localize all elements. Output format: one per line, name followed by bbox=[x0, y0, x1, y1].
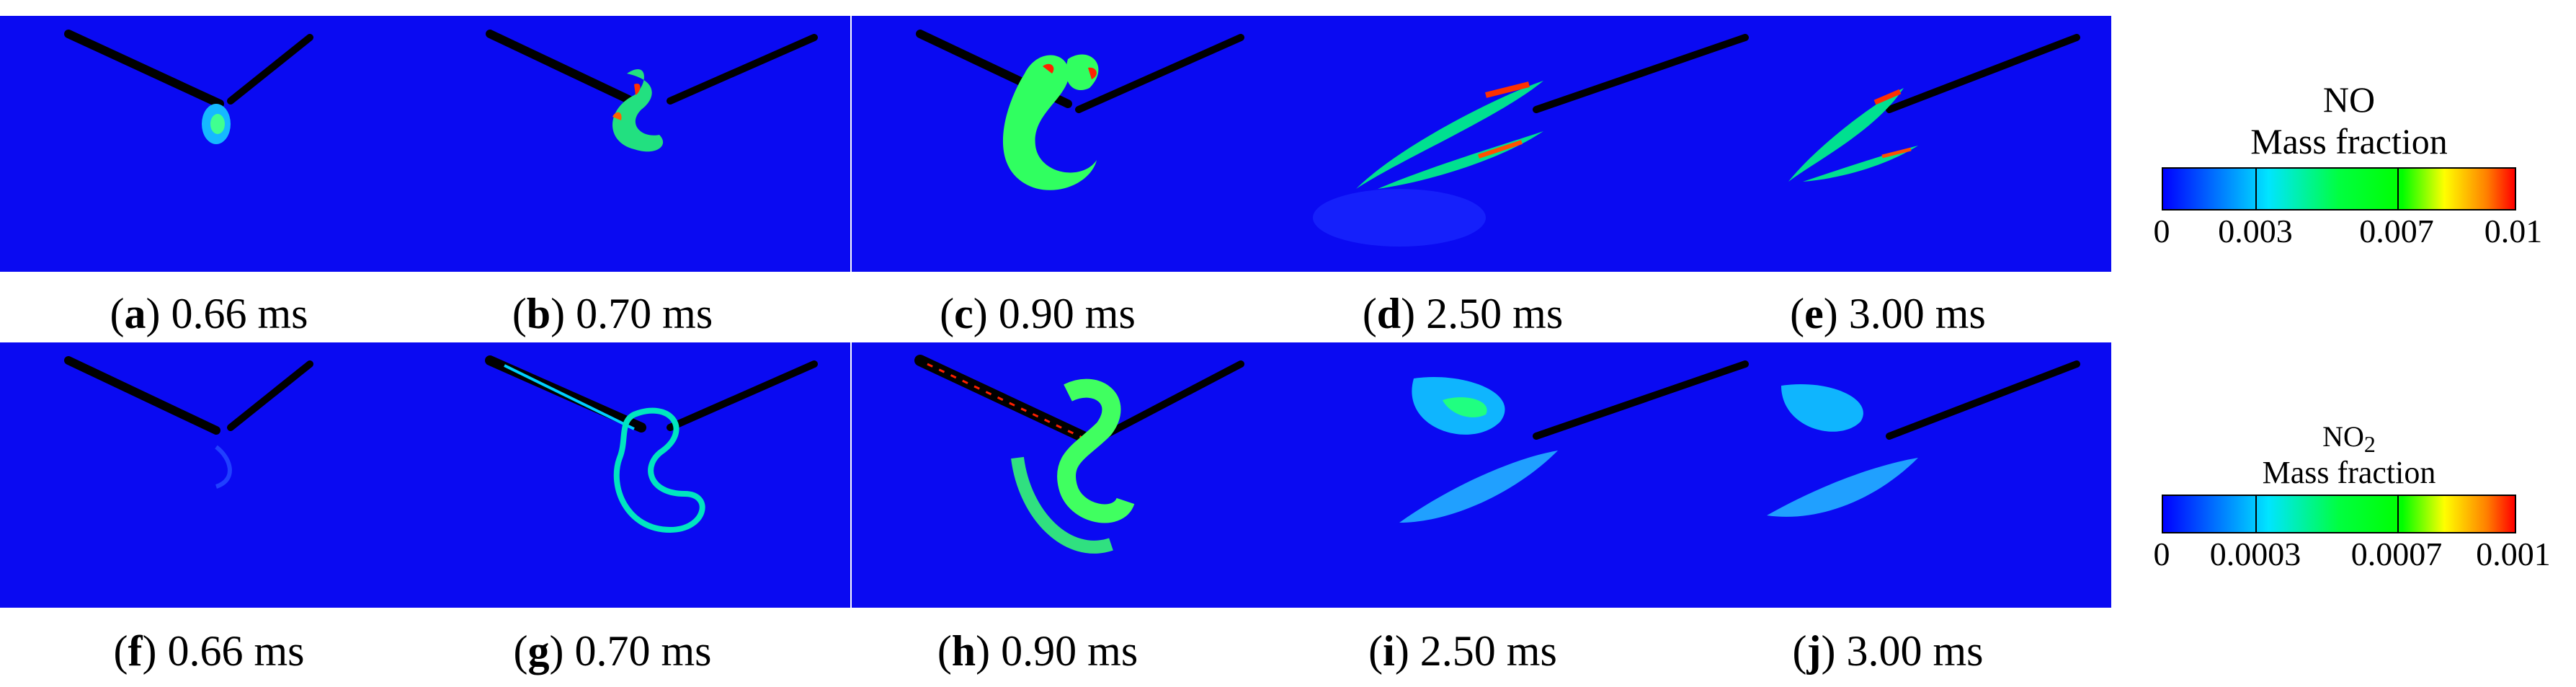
tick-label: 0.0003 bbox=[2209, 536, 2301, 572]
caption-time: 0.70 ms bbox=[576, 290, 713, 337]
caption-f: (f) 0.66 ms bbox=[113, 627, 305, 675]
colorbar-tick bbox=[2397, 169, 2399, 209]
colorbar bbox=[2162, 495, 2516, 533]
tick-label: 0.0007 bbox=[2350, 536, 2443, 572]
caption-e: (e) 3.00 ms bbox=[1790, 290, 1986, 337]
contour-plot-fg bbox=[0, 342, 850, 608]
contour-plot-cde bbox=[852, 16, 2111, 272]
caption-b: (b) 0.70 ms bbox=[512, 290, 713, 337]
caption-time: 0.70 ms bbox=[574, 627, 712, 675]
legend-title: NO bbox=[2322, 79, 2376, 120]
caption-c: (c) 0.90 ms bbox=[940, 290, 1136, 337]
caption-letter: i bbox=[1383, 627, 1395, 675]
tick-label: 0 bbox=[2153, 213, 2170, 249]
caption-time: 2.50 ms bbox=[1426, 290, 1564, 337]
caption-time: 0.66 ms bbox=[167, 627, 305, 675]
caption-i: (i) 2.50 ms bbox=[1368, 627, 1557, 675]
colorbar-tick bbox=[2255, 169, 2257, 209]
species-name: NO bbox=[2322, 420, 2364, 453]
tick-label: 0.01 bbox=[2484, 213, 2543, 249]
caption-letter: e bbox=[1804, 290, 1824, 337]
caption-h: (h) 0.90 ms bbox=[937, 627, 1138, 675]
caption-letter: b bbox=[526, 290, 551, 337]
caption-j: (j) 3.00 ms bbox=[1792, 627, 1984, 675]
legend-no: NO Mass fraction 0 0.003 0.007 0.01 bbox=[2133, 79, 2565, 252]
caption-letter: j bbox=[1806, 627, 1822, 675]
caption-time: 0.90 ms bbox=[1001, 627, 1138, 675]
caption-letter: a bbox=[124, 290, 146, 337]
caption-a: (a) 0.66 ms bbox=[110, 290, 308, 337]
caption-time: 3.00 ms bbox=[1846, 627, 1984, 675]
caption-d: (d) 2.50 ms bbox=[1362, 290, 1564, 337]
caption-letter: h bbox=[951, 627, 976, 675]
colorbar-tick bbox=[2255, 496, 2257, 532]
caption-time: 0.90 ms bbox=[998, 290, 1136, 337]
panel-row2-right bbox=[852, 342, 2111, 608]
caption-letter: d bbox=[1376, 290, 1401, 337]
legend-no2: NO2 Mass fraction 0 0.0003 0.0007 0.001 bbox=[2133, 417, 2565, 575]
legend-subtitle: Mass fraction bbox=[2262, 455, 2436, 490]
contour-plot-ab bbox=[0, 16, 850, 272]
colorbar-tick bbox=[2397, 496, 2399, 532]
species-subscript: 2 bbox=[2363, 431, 2376, 457]
contour-plot-hij bbox=[852, 342, 2111, 608]
caption-letter: g bbox=[527, 627, 550, 675]
legend-title: NO2 bbox=[2133, 417, 2565, 464]
caption-time: 0.66 ms bbox=[171, 290, 308, 337]
panel-row1-left bbox=[0, 16, 850, 272]
colorbar bbox=[2162, 167, 2516, 210]
caption-letter: c bbox=[954, 290, 973, 337]
panel-row2-left bbox=[0, 342, 850, 608]
caption-time: 3.00 ms bbox=[1848, 290, 1986, 337]
tick-label: 0 bbox=[2153, 536, 2170, 572]
legend-subtitle: Mass fraction bbox=[2250, 121, 2448, 161]
panel-row1-right bbox=[852, 16, 2111, 272]
caption-g: (g) 0.70 ms bbox=[513, 627, 712, 675]
tick-label: 0.003 bbox=[2218, 213, 2293, 249]
tick-label: 0.007 bbox=[2359, 213, 2434, 249]
caption-letter: f bbox=[128, 627, 143, 675]
tick-label: 0.001 bbox=[2476, 536, 2551, 572]
caption-time: 2.50 ms bbox=[1420, 627, 1557, 675]
